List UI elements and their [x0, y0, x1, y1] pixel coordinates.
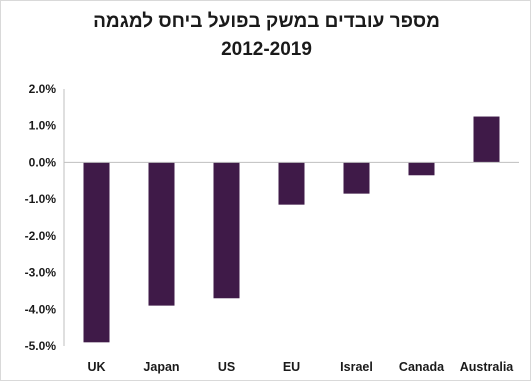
x-tick-label: US: [218, 360, 235, 374]
x-tick-label: Australia: [460, 360, 515, 374]
y-tick-label: -3.0%: [25, 266, 57, 280]
x-axis-labels: UK Japan US EU Israel Canada Australia: [87, 360, 514, 374]
y-tick-label: -5.0%: [25, 339, 57, 353]
y-axis-ticks: 2.0% 1.0% 0.0% -1.0% -2.0% -3.0% -4.0% -5.0%: [25, 82, 57, 353]
bar-uk: [83, 162, 110, 343]
bar-canada: [408, 162, 435, 176]
y-tick-label: 2.0%: [29, 82, 57, 96]
bar-us: [213, 162, 240, 299]
bar-japan: [148, 162, 175, 306]
x-tick-label: Japan: [143, 360, 179, 374]
y-tick-label: -4.0%: [25, 302, 57, 316]
x-tick-label: EU: [283, 360, 300, 374]
bar-eu: [278, 162, 305, 205]
y-tick-label: -2.0%: [25, 229, 57, 243]
x-tick-label: Canada: [399, 360, 445, 374]
chart-title: מספר עובדים במשק בפועל ביחס למגמה: [93, 11, 440, 32]
bar-australia: [473, 116, 500, 163]
bar-israel: [343, 162, 370, 194]
y-tick-label: 1.0%: [29, 119, 57, 133]
y-tick-label: 0.0%: [29, 155, 57, 169]
x-tick-label: UK: [87, 360, 105, 374]
y-tick-label: -1.0%: [25, 192, 57, 206]
x-tick-label: Israel: [340, 360, 373, 374]
chart-subtitle: 2012-2019: [221, 39, 312, 60]
bars: [83, 116, 500, 343]
